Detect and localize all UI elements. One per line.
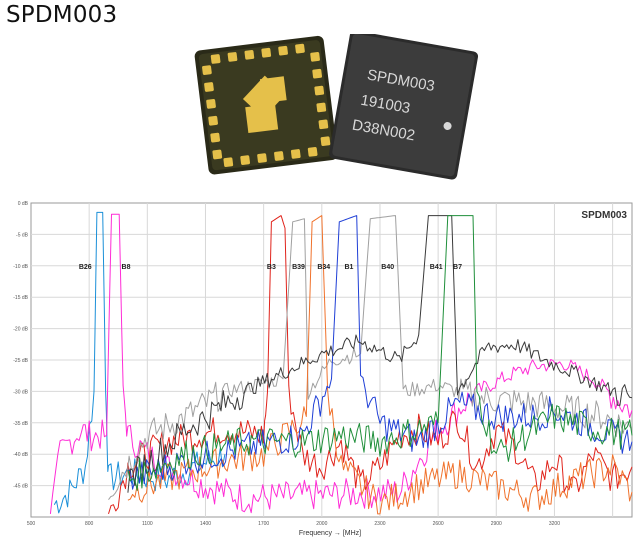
series-line-8 [127, 215, 633, 491]
x-tick-label: 3200 [549, 521, 560, 527]
chart-svg: 0 dB -5 dB -10 dB -15 dB -20 dB -25 dB -30 dB -… [13, 201, 633, 537]
grid [31, 203, 632, 517]
y-tick-label: -5 dB [16, 232, 29, 238]
band-label: B3 [267, 264, 276, 271]
series-line-2 [49, 213, 633, 514]
chip-image: SPDM003 191003 D38N002 [194, 30, 479, 180]
x-tick-label: 1100 [142, 521, 153, 527]
y-tick-label: -10 dB [13, 264, 28, 270]
series-line-5 [127, 215, 633, 515]
x-tick-label: 1400 [200, 521, 211, 527]
chip-top-view: SPDM003 191003 D38N002 [329, 30, 479, 180]
x-tick-label: 2900 [491, 521, 502, 527]
x-tick-label: 2300 [374, 521, 385, 527]
band-label: B7 [453, 264, 462, 271]
x-tick-labels: 500 800 1100 1400 1700 2000 2300 2600 2900 3200 [27, 521, 560, 527]
x-tick-label: 500 [27, 521, 36, 527]
series-group [49, 211, 633, 515]
band-label: B34 [317, 264, 330, 271]
x-axis-label: Frequency → [MHz] [299, 530, 361, 537]
x-tick-label: 1700 [258, 521, 269, 527]
band-label: B40 [381, 264, 394, 271]
y-tick-labels: 0 dB -5 dB -10 dB -15 dB -20 dB -25 dB -30 dB -… [13, 201, 28, 490]
y-tick-label: -20 dB [13, 327, 28, 333]
series-line-7 [127, 215, 633, 493]
chart-title: SPDM003 [581, 210, 627, 221]
y-tick-label: -35 dB [13, 421, 28, 427]
y-tick-label: -25 dB [13, 358, 28, 364]
y-tick-label: -45 dB [13, 484, 28, 490]
frequency-response-chart: 0 dB -5 dB -10 dB -15 dB -20 dB -25 dB -30 dB -… [0, 196, 639, 541]
band-labels: B26 B8 B3 B39 B34 B1 B40 B41 B7 [79, 264, 462, 271]
band-label: B41 [430, 264, 443, 271]
y-tick-label: -15 dB [13, 295, 28, 301]
y-tick-label: 0 dB [18, 201, 29, 207]
page-title: SPDM003 [6, 2, 118, 28]
band-label: B39 [292, 264, 305, 271]
series-line-4 [108, 215, 633, 500]
x-tick-label: 800 [85, 521, 94, 527]
band-label: B8 [122, 264, 131, 271]
band-label: B26 [79, 264, 92, 271]
x-tick-label: 2000 [316, 521, 327, 527]
chip-bottom-view [194, 35, 338, 175]
y-tick-label: -40 dB [13, 452, 28, 458]
y-tick-label: -30 dB [13, 389, 28, 395]
product-photo: SPDM003 191003 D38N002 [190, 30, 480, 184]
series-line-6 [127, 215, 633, 490]
band-label: B1 [344, 264, 353, 271]
x-tick-label: 2600 [433, 521, 444, 527]
series-line-3 [108, 215, 633, 515]
